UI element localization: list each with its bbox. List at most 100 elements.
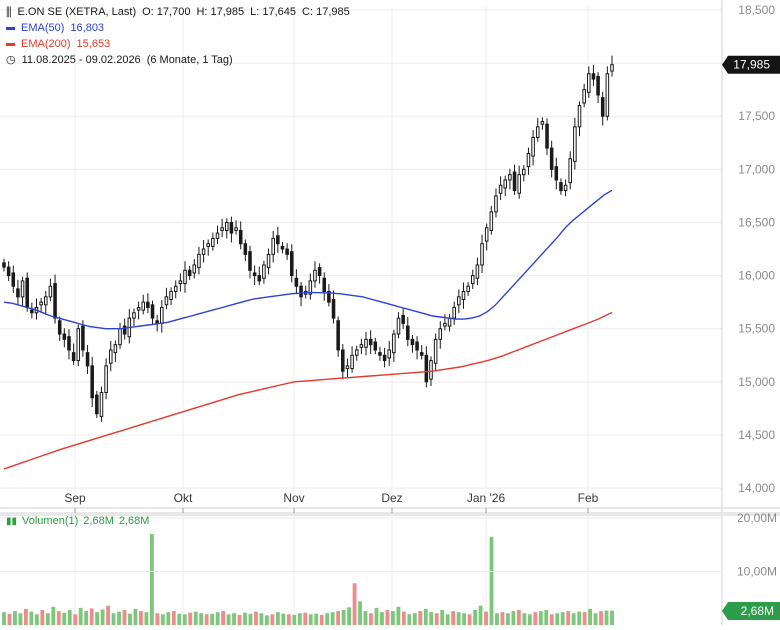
volume-bar (106, 605, 110, 625)
candle-up (136, 306, 141, 311)
volume-bar (533, 612, 538, 625)
candle-up (211, 237, 215, 247)
candle-down (415, 341, 419, 351)
volume-bar (560, 612, 565, 625)
candle-down (419, 352, 424, 356)
volume-bar (243, 612, 247, 625)
candle-up (169, 291, 173, 300)
volume-bar (292, 614, 297, 625)
volume-bar (100, 609, 105, 625)
volume-bar (566, 611, 571, 625)
volume-bar (380, 612, 384, 625)
open-value: O: 17,700 (142, 6, 191, 18)
volume-bar (418, 611, 423, 625)
last-price-badge-text: 17,985 (733, 58, 770, 72)
volume-bar (407, 614, 412, 625)
volume-bar (440, 610, 445, 625)
volume-bar (390, 611, 395, 625)
volume-bar (29, 611, 34, 625)
legend-ema200-row[interactable]: EMA(200) 15,653 (6, 36, 356, 52)
volume-bar (199, 613, 204, 625)
volume-bar (330, 612, 335, 625)
ema200-label: EMA(200) (21, 38, 71, 50)
candle-up (192, 264, 197, 274)
candle-up (206, 243, 210, 247)
volume-bar (336, 611, 341, 625)
candle-up (573, 126, 577, 162)
candle-up (531, 136, 535, 157)
volume-bar (128, 613, 132, 625)
volume-bar (95, 612, 100, 625)
high-value: H: 17,985 (196, 6, 245, 18)
candle-up (563, 184, 568, 192)
candle-up (308, 280, 313, 295)
candle-up (43, 296, 48, 306)
candle-type-icon[interactable]: ⫼ (6, 5, 12, 19)
candle-up (262, 264, 266, 279)
volume-bar (13, 611, 17, 625)
volume-bar (462, 613, 467, 625)
candle-up (48, 285, 53, 298)
candle-down (57, 320, 62, 335)
volume-bar (604, 610, 609, 625)
last-price-badge: 17,985 (722, 55, 780, 74)
candle-down (187, 269, 192, 277)
y-tick-label: 14,500 (738, 428, 775, 442)
volume-bar (78, 607, 83, 625)
candle-up (364, 338, 368, 348)
volume-bar (352, 583, 357, 625)
volume-bar (221, 611, 226, 625)
candle-down (16, 288, 20, 298)
candle-down (81, 325, 85, 351)
volume-bar (588, 608, 593, 625)
volume-bar (412, 613, 417, 625)
candle-down (229, 221, 234, 234)
legend-ema50-row[interactable]: EMA(50) 16,803 (6, 20, 356, 36)
last-volume-badge-bg (722, 602, 780, 620)
candle-up (266, 253, 271, 269)
candle-up (466, 285, 470, 293)
candle-up (197, 253, 201, 269)
candle-down (85, 352, 90, 367)
candle-down (294, 277, 299, 287)
ema50-line (3, 189, 613, 330)
last-volume-badge: 2,68M (722, 602, 780, 620)
volume-bar (473, 610, 477, 625)
volume-value-2: 2,68M (118, 515, 150, 527)
candle-down (382, 354, 387, 362)
volume-bar (73, 614, 78, 625)
candle-up (540, 121, 545, 125)
candle-up (587, 73, 591, 93)
candle-down (401, 314, 405, 324)
y-tick-label: 16,500 (738, 215, 775, 229)
legend-instrument-row: ⫼ E.ON SE (XETRA, Last) O: 17,700 H: 17,… (6, 4, 356, 20)
volume-bar (259, 613, 264, 625)
volume-bar (610, 610, 614, 625)
legend-daterange-row: ◷ 11.08.2025 - 09.02.2026 (6 Monate, 1 T… (6, 52, 356, 68)
x-tick-label: Sep (64, 491, 86, 505)
volume-label: Volumen(1) (22, 515, 79, 527)
candle-up (457, 296, 461, 306)
volume-bar (7, 613, 12, 625)
volume-bars-icon: ▮▮ (6, 515, 18, 527)
date-range: 11.08.2025 - 09.02.2026 (21, 54, 141, 66)
chart-legend: ⫼ E.ON SE (XETRA, Last) O: 17,700 H: 17,… (6, 4, 356, 68)
volume-bar (506, 613, 510, 625)
volume-bar (232, 613, 236, 625)
candles-group (2, 55, 614, 422)
close-value: C: 17,985 (302, 6, 350, 18)
volume-bar (495, 613, 499, 625)
volume-bar (511, 611, 516, 625)
candle-up (484, 227, 489, 242)
candle-up (526, 152, 531, 168)
candle-up (141, 301, 146, 311)
candle-up (164, 296, 169, 306)
volume-bar (117, 611, 121, 625)
volume-bar (593, 613, 598, 625)
volume-bar (555, 613, 560, 625)
candle-down (406, 325, 410, 340)
clock-icon: ◷ (6, 54, 16, 66)
